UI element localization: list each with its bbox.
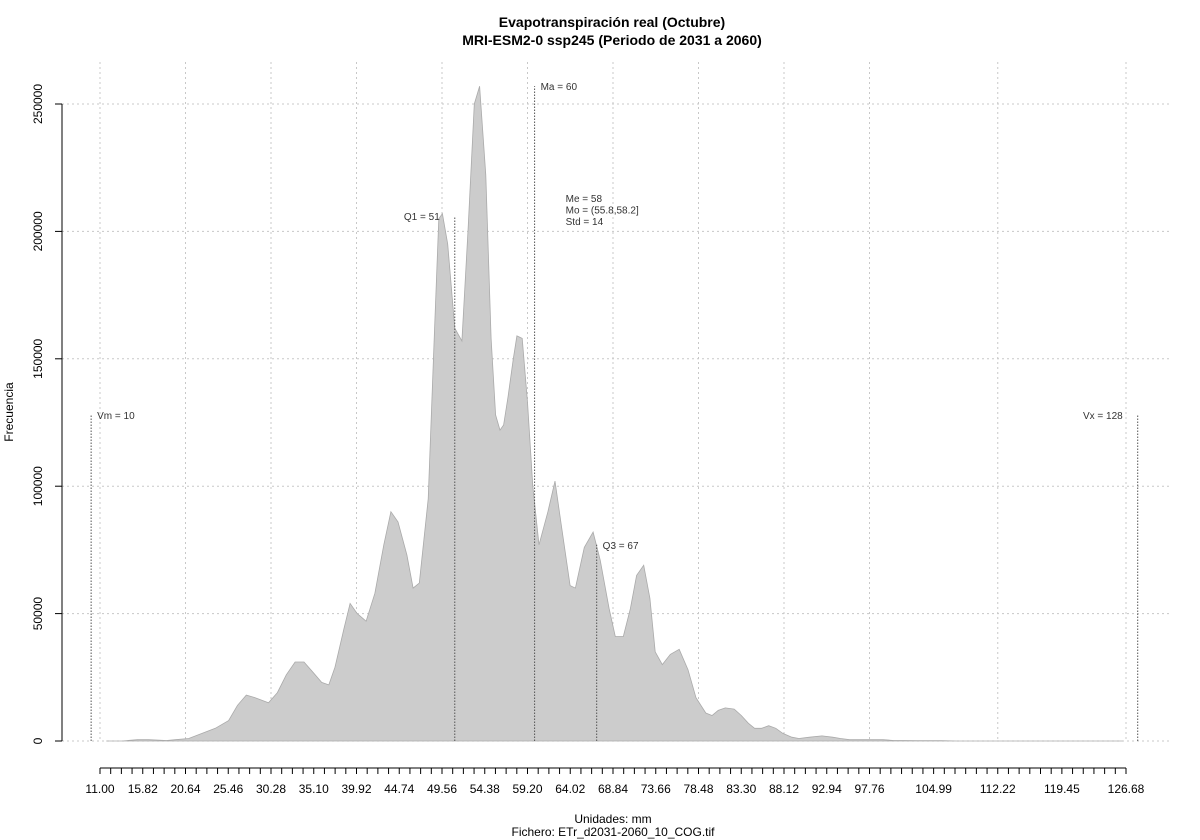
stats-annotation: Me = 58 Mo = (55.8,58.2] Std = 14 bbox=[566, 194, 639, 228]
x-tick-label: 15.82 bbox=[128, 782, 158, 796]
chart-title: Evapotranspiración real (Octubre) bbox=[499, 14, 725, 30]
x-tick-label: 73.66 bbox=[641, 782, 671, 796]
x-tick-label: 20.64 bbox=[170, 782, 200, 796]
x-axis: 11.00 15.82 20.64 25.46 30.28 35.10 39.92 44.74… bbox=[85, 767, 1145, 796]
y-axis-label: Frecuencia bbox=[2, 382, 16, 442]
y-tick-label: 150000 bbox=[31, 338, 45, 378]
marker-label-ma: Ma = 60 bbox=[541, 82, 578, 93]
stat-std: Std = 14 bbox=[566, 217, 604, 228]
x-tick-label: 59.20 bbox=[512, 782, 542, 796]
x-tick-label: 88.12 bbox=[769, 782, 799, 796]
marker-layer: Vm = 10 Q1 = 51 Ma = 60 Q3 = 67 Vx = 128 bbox=[90, 82, 1139, 741]
x-tick-label: 78.48 bbox=[683, 782, 713, 796]
x-tick-label: 112.22 bbox=[980, 782, 1016, 796]
x-tick-label: 104.99 bbox=[915, 782, 952, 796]
x-tick-label: 119.45 bbox=[1044, 782, 1080, 796]
x-tick-label: 68.84 bbox=[598, 782, 628, 796]
x-tick-label: 30.28 bbox=[256, 782, 286, 796]
y-axis: 0 50000 100000 150000 200000 250000 bbox=[31, 84, 63, 744]
x-tick-label: 44.74 bbox=[384, 782, 414, 796]
x-tick-label: 83.30 bbox=[726, 782, 756, 796]
marker-label-vm: Vm = 10 bbox=[97, 411, 135, 422]
x-tick-label: 54.38 bbox=[470, 782, 500, 796]
marker-label-vx: Vx = 128 bbox=[1083, 411, 1123, 422]
x-tick-label: 92.94 bbox=[812, 782, 842, 796]
stat-median: Me = 58 bbox=[566, 194, 603, 205]
y-tick-label: 200000 bbox=[31, 211, 45, 251]
y-tick-label: 0 bbox=[31, 737, 45, 744]
stat-mode: Mo = (55.8,58.2] bbox=[566, 205, 639, 216]
x-tick-label: 25.46 bbox=[213, 782, 243, 796]
marker-label-q1: Q1 = 51 bbox=[404, 212, 440, 223]
x-tick-label: 126.68 bbox=[1108, 782, 1145, 796]
y-tick-label: 250000 bbox=[31, 84, 45, 124]
x-tick-label: 39.92 bbox=[341, 782, 371, 796]
x-tick-label: 35.10 bbox=[299, 782, 329, 796]
chart-subtitle: MRI-ESM2-0 ssp245 (Periodo de 2031 a 206… bbox=[462, 32, 762, 48]
x-tick-label: 49.56 bbox=[427, 782, 457, 796]
frequency-area bbox=[106, 86, 1123, 742]
marker-label-q3: Q3 = 67 bbox=[603, 541, 639, 552]
x-axis-label: Unidades: mm bbox=[574, 812, 651, 826]
x-tick-label: 11.00 bbox=[85, 782, 114, 796]
file-caption: Fichero: ETr_d2031-2060_10_COG.tif bbox=[512, 825, 716, 839]
y-tick-label: 100000 bbox=[31, 466, 45, 506]
x-tick-label: 97.76 bbox=[854, 782, 884, 796]
x-tick-label: 64.02 bbox=[555, 782, 585, 796]
y-tick-label: 50000 bbox=[31, 597, 45, 631]
